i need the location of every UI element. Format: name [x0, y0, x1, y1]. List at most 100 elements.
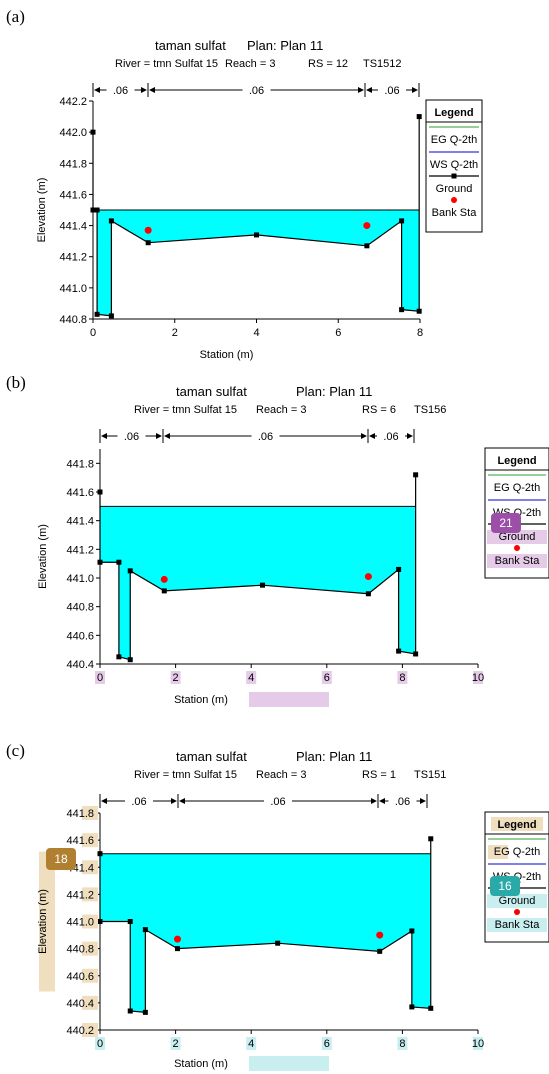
rs-label: RS = 12: [308, 58, 348, 70]
x-axis-title: Station (m): [200, 349, 254, 361]
legend-entry: Ground: [499, 895, 536, 907]
ground-point: [127, 657, 133, 663]
x-tick-label: 0: [97, 672, 103, 684]
n-arrowhead: [361, 433, 367, 439]
legend-entry: EG Q-2th: [431, 134, 477, 146]
manning-n-label: .06: [131, 796, 146, 808]
x-axis-title-highlight: [249, 1056, 329, 1071]
x-tick-highlight: [473, 671, 483, 684]
chart-plan: Plan: Plan 11: [296, 749, 372, 764]
x-tick-label: 10: [472, 1038, 484, 1050]
n-arrowhead: [141, 87, 147, 93]
legend-entry: Ground: [499, 531, 536, 543]
ground-point: [377, 948, 383, 954]
x-tick-label: 6: [324, 672, 330, 684]
x-tick-highlight: [473, 1037, 483, 1050]
river-label: River = tmn Sulfat 15: [134, 404, 237, 416]
y-tick-label: 440.8: [66, 602, 94, 614]
y-tick-label: 441.2: [59, 252, 87, 264]
number-badge-label: 21: [499, 516, 513, 530]
n-arrowhead: [366, 87, 372, 93]
ground-point: [127, 568, 133, 574]
manning-n-label: .06: [270, 796, 285, 808]
ground-point: [142, 927, 148, 933]
bank-station-point: [160, 575, 168, 583]
legend: Legend EG Q-2th WS Q-2th Ground Bank Sta: [425, 99, 483, 233]
ground-point: [396, 566, 402, 572]
legend-bank-marker: [514, 909, 520, 915]
x-tick-highlight: [95, 671, 105, 684]
x-tick-label: 10: [472, 672, 484, 684]
n-arrowhead: [371, 798, 377, 804]
ground-point: [396, 648, 402, 654]
y-tick-label: 441.4: [66, 516, 94, 528]
ground-point: [142, 1009, 148, 1015]
y-tick-highlight: [82, 941, 98, 956]
x-tick-highlight: [95, 1037, 105, 1050]
ground-point: [428, 836, 434, 842]
ground-point: [399, 307, 405, 313]
x-tick-highlight: [170, 671, 181, 684]
panel-label: (b): [6, 373, 26, 392]
x-tick-highlight: [321, 671, 332, 684]
chart-title: taman sulfat: [155, 38, 226, 53]
ground-point: [161, 588, 167, 594]
manning-n-label: .06: [383, 431, 398, 443]
legend-entry: Bank Sta: [495, 555, 541, 567]
y-tick-highlight: [82, 887, 98, 902]
ground-point: [116, 559, 122, 565]
y-tick-highlight: [82, 968, 98, 983]
y-tick-highlight: [82, 806, 98, 820]
x-tick-highlight: [397, 1037, 408, 1050]
ground-point: [174, 946, 180, 952]
number-badge: 21: [491, 513, 521, 533]
water-fill: [100, 853, 431, 1013]
n-arrowhead: [407, 433, 413, 439]
y-tick-label: 441.0: [66, 917, 94, 929]
reach-label: Reach = 3: [256, 404, 306, 416]
x-tick-highlight: [246, 671, 257, 684]
y-tick-label: 440.4: [66, 659, 94, 671]
legend-entry-highlight: [488, 845, 508, 859]
chart-panel-b: (b) taman sulfat Plan: Plan 11 River = tmn …: [6, 373, 549, 707]
y-tick-highlight: [82, 1023, 98, 1037]
n-arrowhead: [412, 87, 418, 93]
legend-entry: Bank Sta: [432, 207, 478, 219]
ground-point: [254, 232, 259, 238]
legend-entry-highlight: [487, 554, 547, 568]
y-tick-label: 440.8: [59, 314, 87, 326]
legend-entry-highlight: [487, 530, 547, 544]
bank-station-point: [376, 931, 384, 939]
x-tick-label: 2: [173, 1038, 179, 1050]
legend-ground-marker: [451, 173, 457, 179]
y-tick-label: 440.8: [66, 944, 94, 956]
legend-entry: EG Q-2th: [494, 846, 540, 858]
legend-title-highlight: [491, 817, 543, 831]
y-tick-label: 442.0: [59, 127, 87, 139]
y-tick-label: 441.6: [59, 189, 87, 201]
bank-station-point: [144, 226, 152, 234]
y-tick-label: 441.2: [66, 544, 94, 556]
chart-plan: Plan: Plan 11: [247, 38, 323, 53]
number-badge-label: 16: [498, 879, 512, 893]
y-tick-label: 440.4: [66, 998, 94, 1010]
water-fill: [100, 506, 416, 660]
bank-station-point: [364, 573, 372, 581]
ground-point: [409, 928, 415, 934]
ground-point: [365, 591, 371, 597]
y-tick-highlight: [82, 914, 98, 929]
legend-title: Legend: [497, 819, 536, 831]
x-tick-label: 4: [253, 327, 259, 339]
ground-point: [413, 651, 419, 657]
river-label: River = tmn Sulfat 15: [115, 58, 218, 70]
ground-point: [260, 582, 266, 588]
panel-label: (c): [6, 741, 25, 760]
river-label: River = tmn Sulfat 15: [134, 769, 237, 781]
legend-entry: WS Q-2th: [430, 159, 478, 171]
rs-label: RS = 6: [362, 404, 396, 416]
legend-entry-highlight: [487, 894, 547, 908]
water-fill: [93, 210, 420, 316]
n-arrowhead: [101, 798, 107, 804]
y-axis-title: Elevation (m): [37, 889, 49, 954]
